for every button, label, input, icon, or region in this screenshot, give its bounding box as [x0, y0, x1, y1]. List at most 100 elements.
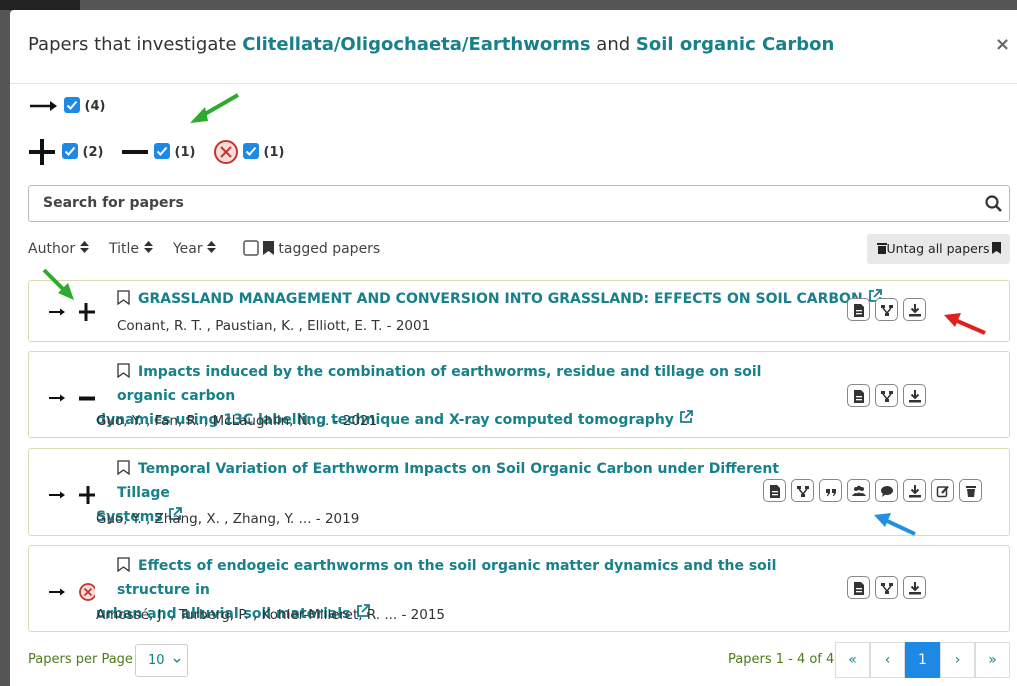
tree-button[interactable]	[875, 384, 898, 407]
modal-title: Papers that investigate Clitellata/Oligo…	[28, 34, 834, 55]
down-icon	[909, 485, 921, 498]
doc-button[interactable]	[763, 479, 786, 502]
doc-icon	[854, 390, 864, 403]
edit-button[interactable]	[931, 479, 954, 502]
filter-null[interactable]: (1)	[243, 143, 284, 160]
green-arrow	[190, 93, 239, 123]
arrow-icon	[30, 101, 57, 111]
bookmark-outline	[117, 460, 130, 476]
range-label: Papers 1 - 4 of 4	[728, 652, 835, 667]
page-button[interactable]: ‹	[870, 642, 905, 678]
paper-title[interactable]: GRASSLAND MANAGEMENT AND CONVERSION INTO…	[117, 287, 882, 311]
quote-icon	[826, 489, 836, 496]
paper-card: Temporal Variation of Earthworm Impacts …	[28, 448, 1010, 536]
label: tagged papers	[278, 241, 381, 257]
tagged-filter[interactable]: tagged papers	[242, 240, 381, 257]
bookmark-icon	[991, 242, 1001, 254]
sort-author[interactable]: Author	[28, 241, 89, 257]
bookmark-outline	[117, 557, 130, 573]
chevron	[173, 658, 181, 663]
paper-title[interactable]: Impacts induced by the combination of ea…	[96, 360, 817, 432]
label: Year	[172, 241, 203, 257]
paper-title[interactable]: Temporal Variation of Earthworm Impacts …	[96, 457, 817, 529]
doc-icon	[770, 485, 780, 498]
paper-card: Effects of endogeic earthworms on the so…	[28, 545, 1010, 632]
header-divider	[10, 83, 1017, 84]
down-button[interactable]	[903, 479, 926, 502]
per-page-label: Papers per Page	[28, 652, 133, 667]
effect-icons	[49, 394, 95, 402]
users-button[interactable]	[847, 479, 870, 502]
filter-icons	[29, 93, 239, 165]
untag-button[interactable]: Untag all papers	[867, 234, 1010, 264]
label: Untag all papers	[886, 241, 990, 256]
count: (1)	[263, 145, 285, 160]
page-button[interactable]: ›	[940, 642, 975, 678]
page-button[interactable]: «	[835, 642, 870, 678]
search-box[interactable]: Search for papers	[28, 185, 1010, 222]
tree-button[interactable]	[875, 576, 898, 599]
filter-negative[interactable]: (1)	[154, 143, 195, 160]
doc-button[interactable]	[847, 298, 870, 321]
down-icon	[909, 390, 921, 403]
external-link	[356, 604, 370, 617]
filter-positive[interactable]: (2)	[62, 143, 103, 160]
bookmark-outline	[117, 290, 130, 306]
down-icon	[909, 304, 921, 317]
paper-authors: Guo, Y. , Fan, R. , McLaughlin, N. ... -…	[96, 413, 378, 429]
title: Effects of endogeic earthworms on the so…	[117, 558, 777, 598]
tree-icon	[881, 583, 893, 594]
title: GRASSLAND MANAGEMENT AND CONVERSION INTO…	[138, 291, 863, 307]
sort-icon	[143, 241, 153, 253]
quote-button[interactable]	[819, 479, 842, 502]
topic-b[interactable]: Soil organic Carbon	[635, 34, 835, 55]
effect-icons	[49, 303, 95, 321]
sort-bar: Author Title Year tagged papers	[28, 240, 380, 257]
down-button[interactable]	[903, 298, 926, 321]
doc-icon	[854, 304, 864, 317]
minus-icon	[122, 150, 148, 154]
sort-icon	[79, 241, 89, 253]
checkbox	[242, 240, 259, 256]
plus-icon	[29, 139, 55, 165]
users-icon	[852, 485, 866, 496]
chat-button[interactable]	[875, 479, 898, 502]
down-button[interactable]	[903, 384, 926, 407]
label: Author	[28, 241, 76, 257]
trash-button[interactable]	[959, 479, 982, 502]
value: 10	[148, 653, 165, 668]
filter-all[interactable]: (4)	[64, 97, 105, 114]
external-link	[168, 507, 182, 520]
tree-icon	[881, 391, 893, 402]
page-button[interactable]: 1	[905, 642, 940, 678]
close-button[interactable]: ×	[995, 34, 1011, 55]
paper-authors: Conant, R. T. , Paustian, K. , Elliott, …	[117, 318, 431, 334]
sort-year[interactable]: Year	[172, 241, 217, 257]
external-link	[680, 410, 693, 423]
sort-icon	[207, 241, 217, 253]
doc-button[interactable]	[847, 384, 870, 407]
down-button[interactable]	[903, 576, 926, 599]
effect-icons	[49, 486, 95, 504]
title: Impacts induced by the combination of ea…	[117, 364, 762, 404]
edit-icon	[936, 485, 949, 498]
title: urban and alluvial soil materials	[96, 606, 351, 622]
effect-icons	[49, 583, 95, 601]
topic-a[interactable]: Clitellata/Oligochaeta/Earthworms	[242, 34, 591, 55]
title: Temporal Variation of Earthworm Impacts …	[117, 461, 780, 501]
per-page-select[interactable]: 10	[135, 644, 188, 677]
chat-icon	[881, 486, 893, 497]
bookmark-outline	[117, 363, 130, 379]
count: (2)	[82, 145, 104, 160]
doc-button[interactable]	[847, 576, 870, 599]
tree-button[interactable]	[791, 479, 814, 502]
paper-card: GRASSLAND MANAGEMENT AND CONVERSION INTO…	[28, 280, 1010, 342]
sort-title[interactable]: Title	[109, 241, 153, 257]
tree-button[interactable]	[875, 298, 898, 321]
paper-title[interactable]: Effects of endogeic earthworms on the so…	[96, 554, 837, 626]
page-button[interactable]: »	[975, 642, 1010, 678]
doc-icon	[854, 582, 864, 595]
bookmark-icon	[262, 241, 274, 255]
paper-card: Impacts induced by the combination of ea…	[28, 351, 1010, 438]
search-placeholder: Search for papers	[43, 195, 184, 211]
